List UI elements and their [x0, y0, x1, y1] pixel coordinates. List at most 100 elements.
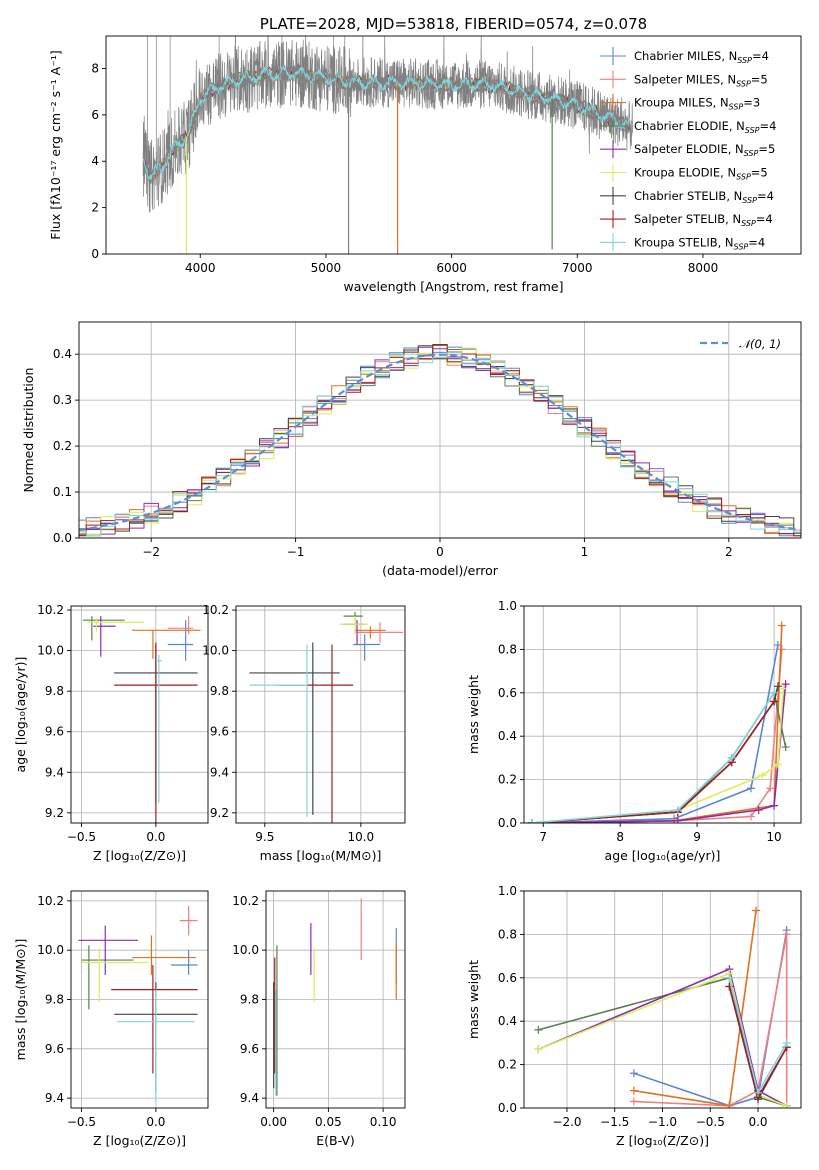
x-tick-label: −0.5 [696, 1115, 725, 1129]
y-tick-label: 0.4 [498, 1014, 517, 1028]
errorbar-chabrier_miles [353, 634, 381, 661]
series-marker [766, 784, 775, 793]
y-tick-label: 0.6 [498, 686, 517, 700]
errorbar-chabrier_elodie [81, 945, 134, 1010]
legend-entry: Kroupa ELODIE, NSSP=5 [634, 166, 768, 182]
x-tick-label: 9 [693, 830, 701, 844]
legend-label: Salpeter STELIB, N [634, 212, 741, 226]
x-tick-label: 0.10 [370, 1115, 397, 1129]
errorbar-salpeter_miles [356, 622, 404, 643]
x-tick-label: 8000 [688, 261, 719, 275]
legend-subscript: SSP [736, 173, 751, 182]
series-line [531, 688, 785, 823]
errorbar-kroupa_stelib [249, 644, 308, 817]
model-spectrum-cyan [142, 65, 631, 180]
y-tick-label: 0.2 [498, 1058, 517, 1072]
x-tick-label: −1 [287, 545, 305, 559]
y-tick-label: 0 [91, 247, 99, 261]
legend-subscript: SSP [745, 126, 760, 135]
legend-count: =5 [751, 72, 768, 86]
series-marker [782, 1038, 791, 1047]
x-tick-label: 6000 [436, 261, 467, 275]
series-line [531, 625, 783, 823]
legend-label: Chabrier STELIB, N [634, 189, 742, 203]
residual-histogram-panel: −2 −1 0 1 2 0.0 0.1 0.2 0.3 0.4 (data-model)/error… [21, 321, 802, 578]
legend-count: =5 [758, 142, 775, 156]
series-marker [629, 1097, 638, 1106]
y-tick-label: 10.0 [232, 943, 259, 957]
y-tick-label: 0.0 [53, 531, 72, 545]
legend-label: Chabrier MILES, N [634, 49, 737, 63]
y-tick-label: 10.0 [37, 644, 64, 658]
plot-area [78, 905, 198, 1101]
series-marker [725, 973, 734, 982]
y-tick-label: 8 [91, 61, 99, 75]
errorbar-salpeter_miles [179, 905, 198, 936]
y-tick-label: 9.4 [45, 765, 64, 779]
errorbar-kroupa_stelib [117, 989, 195, 1101]
errorbar-kroupa_miles [132, 629, 201, 659]
legend-count: =4 [756, 212, 773, 226]
errorbar-chabrier_elodie [82, 616, 125, 641]
legend-subscript: SSP [729, 103, 744, 112]
y-tick-label: 9.2 [210, 806, 229, 820]
histogram-chabrier_elodie [79, 345, 801, 537]
legend-entry: Kroupa MILES, NSSP=3 [634, 96, 760, 112]
plot-frame [523, 890, 802, 1109]
errorbar-chabrier_stelib [249, 642, 340, 815]
errorbar-salpeter_elodie [93, 616, 116, 657]
y-tick-label: 0.4 [53, 347, 72, 361]
y-axis-label: Flux [fλ10⁻¹⁷ erg cm⁻² s⁻¹ A⁻¹] [48, 50, 63, 239]
series-line [531, 692, 775, 823]
y-tick-label: 9.6 [240, 1042, 259, 1056]
spectrum-panel: 4000 5000 6000 7000 8000 0 2 4 6 8 wavelength [Ang… [48, 15, 802, 294]
x-tick-label: 2 [725, 545, 733, 559]
histogram-salpeter_elodie [79, 346, 801, 537]
errorbar-kroupa_elodie [87, 618, 144, 633]
series-chabrier_elodie [527, 688, 790, 823]
x-tick-label: 1 [581, 545, 589, 559]
errorbar-kroupa_miles [355, 626, 386, 639]
histogram-kroupa_stelib [79, 352, 801, 535]
series-line [531, 701, 775, 823]
errorbar-salpeter_elodie [78, 925, 139, 975]
legend-entry: Salpeter STELIB, NSSP=4 [634, 212, 773, 228]
errorbar-salpeter_stelib [114, 644, 198, 823]
x-tick-label: 0 [436, 545, 444, 559]
errorbar-salpeter_stelib [111, 964, 198, 1074]
series-chabrier_stelib [527, 682, 782, 823]
x-axis-label: wavelength [Angstrom, rest frame] [343, 279, 563, 294]
x-tick-label: −0.5 [67, 830, 96, 844]
y-tick-label: 0.0 [498, 1101, 517, 1115]
x-tick-label: 7000 [562, 261, 593, 275]
series-line [531, 686, 779, 823]
errorbar-salpeter_miles [167, 616, 194, 635]
legend-count: =5 [751, 166, 768, 180]
series-kroupa_stelib [725, 973, 791, 1097]
y-tick-label: 10.0 [37, 943, 64, 957]
errorbar-salpeter_stelib [278, 644, 354, 823]
x-tick-label: 0.00 [260, 1115, 287, 1129]
y-axis-label: age [log₁₀(age/yr)] [13, 657, 28, 773]
series-marker [754, 805, 763, 814]
y-tick-label: 0.1 [53, 485, 72, 499]
legend-count: =4 [748, 235, 765, 249]
plot-frame [265, 890, 406, 1109]
series-marker [782, 1101, 791, 1108]
y-tick-label: 0.2 [53, 439, 72, 453]
plot-area [249, 612, 404, 823]
legend-label: 𝒩(0, 1) [739, 337, 781, 351]
series-chabrier_miles [527, 641, 782, 823]
x-tick-label: 0.0 [748, 1115, 767, 1129]
legend-entry: Salpeter ELODIE, NSSP=5 [634, 142, 775, 158]
y-tick-label: 0.0 [498, 816, 517, 830]
legend-entry: Chabrier STELIB, NSSP=4 [634, 189, 774, 205]
series-marker [781, 680, 790, 689]
y-tick-label: 0.6 [498, 971, 517, 985]
legend-label: Kroupa MILES, N [634, 96, 729, 110]
chart-title: PLATE=2028, MJD=53818, FIBERID=0574, z=0… [260, 15, 647, 33]
age-vs-metallicity-panel: −0.5 0.0 9.2 9.4 9.6 9.8 10.0 10.2 Z [log₁₀(Z/Z⊙… [13, 603, 209, 863]
series-marker [777, 621, 786, 630]
gaussian-curve [79, 353, 799, 531]
series-marker [770, 697, 779, 706]
